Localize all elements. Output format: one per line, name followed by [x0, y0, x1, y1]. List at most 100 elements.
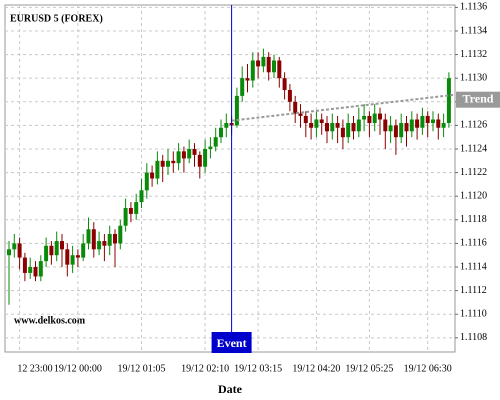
- candle-body: [309, 123, 314, 128]
- candle-body: [219, 127, 223, 138]
- candle-body: [38, 261, 43, 277]
- candle-body: [128, 208, 133, 214]
- y-tick-label: 1.1114: [460, 261, 487, 272]
- candle-body: [166, 160, 170, 167]
- candle-body: [335, 123, 340, 128]
- candle-body: [65, 249, 70, 265]
- candle-body: [187, 148, 192, 159]
- candle-body: [49, 245, 54, 256]
- y-tick-label: 1.1122: [460, 167, 487, 178]
- candle-body: [33, 267, 38, 277]
- candle-body: [287, 89, 292, 102]
- candle-body: [272, 60, 276, 73]
- candle-body: [12, 243, 17, 250]
- candle-body: [171, 160, 176, 164]
- candle-body: [107, 233, 112, 246]
- candle-body: [240, 78, 245, 96]
- candle-body: [356, 119, 361, 132]
- candle-body: [118, 225, 123, 244]
- y-tick-label: 1.1108: [460, 332, 487, 343]
- candle-body: [277, 60, 282, 79]
- candle-body: [213, 137, 218, 147]
- candle-body: [409, 119, 414, 132]
- trend-line: [231, 93, 456, 122]
- candle-body: [86, 229, 91, 244]
- candle-body: [134, 202, 139, 214]
- y-tick-label: 1.1134: [460, 25, 487, 36]
- candle-body: [340, 127, 345, 138]
- candle-body: [362, 115, 367, 120]
- candle-body: [441, 123, 446, 128]
- x-tick-label: 19/12 04:20: [292, 363, 340, 374]
- y-tick-label: 1.1110: [460, 309, 487, 320]
- candle-body: [372, 113, 377, 124]
- trend-label-box: [456, 91, 500, 108]
- candle-body: [70, 255, 75, 265]
- candle-body: [446, 78, 451, 124]
- candle-body: [399, 123, 404, 138]
- x-tick-label: 19/12 05:25: [345, 363, 393, 374]
- chart-title: EURUSD 5 (FOREX): [10, 13, 103, 24]
- candle-body: [298, 113, 303, 116]
- candle-body: [102, 241, 107, 246]
- candle-body: [17, 243, 22, 258]
- candle-body: [261, 56, 266, 67]
- x-tick-label: 12 23:00: [17, 363, 52, 374]
- y-tick-label: 1.1124: [460, 143, 487, 154]
- x-tick-label: 19/12 01:05: [117, 363, 165, 374]
- x-axis-title: Date: [218, 382, 243, 396]
- candle-body: [314, 119, 319, 128]
- x-tick-label: 19/12 02:10: [181, 363, 229, 374]
- plot-area: [4, 4, 456, 353]
- y-tick-label: 1.1130: [460, 72, 487, 83]
- candle-body: [436, 119, 441, 128]
- candle-body: [256, 60, 261, 67]
- candle-body: [160, 160, 165, 167]
- candle-body: [144, 172, 149, 191]
- candle-body: [139, 190, 144, 203]
- candle-body: [234, 95, 239, 126]
- candle-body: [81, 243, 86, 258]
- candle-body: [54, 241, 59, 256]
- candle-body: [176, 151, 181, 164]
- candle-body: [330, 123, 335, 132]
- y-tick-label: 1.1116: [460, 238, 487, 249]
- y-tick-label: 1.1118: [460, 214, 487, 225]
- event-label-box: [211, 332, 252, 353]
- event-label: Event: [217, 336, 247, 350]
- candle-body: [431, 119, 435, 124]
- x-tick-label: 19/12 03:15: [234, 363, 282, 374]
- candle-body: [250, 60, 255, 81]
- y-tick-label: 1.1126: [460, 120, 487, 131]
- candle-body: [150, 172, 155, 179]
- candle-body: [60, 241, 64, 250]
- candle-body: [113, 233, 117, 244]
- candle-body: [7, 249, 11, 256]
- candle-body: [203, 148, 208, 167]
- candle-body: [245, 78, 250, 81]
- x-tick-label: 19/12 00:00: [54, 363, 102, 374]
- candle-body: [123, 208, 128, 226]
- candle-body: [425, 115, 430, 124]
- candle-body: [22, 257, 27, 273]
- x-tick-label: 19/12 06:30: [404, 363, 452, 374]
- candle-body: [351, 123, 356, 132]
- candle-body: [224, 123, 229, 128]
- candle-body: [393, 125, 398, 138]
- candle-body: [266, 56, 271, 73]
- trend-label: Trend: [463, 91, 494, 105]
- candle-body: [155, 160, 160, 179]
- candle-body: [28, 267, 33, 273]
- candle-body: [181, 151, 186, 159]
- candle-body: [415, 119, 420, 128]
- candle-body: [282, 78, 287, 90]
- y-tick-label: 1.1112: [460, 285, 487, 296]
- y-tick-label: 1.1120: [460, 191, 487, 202]
- candle-body: [388, 125, 393, 132]
- candle-body: [75, 255, 80, 258]
- candle-body: [192, 148, 197, 155]
- candle-body: [319, 119, 324, 124]
- candle-body: [383, 119, 388, 132]
- candle-body: [197, 154, 202, 167]
